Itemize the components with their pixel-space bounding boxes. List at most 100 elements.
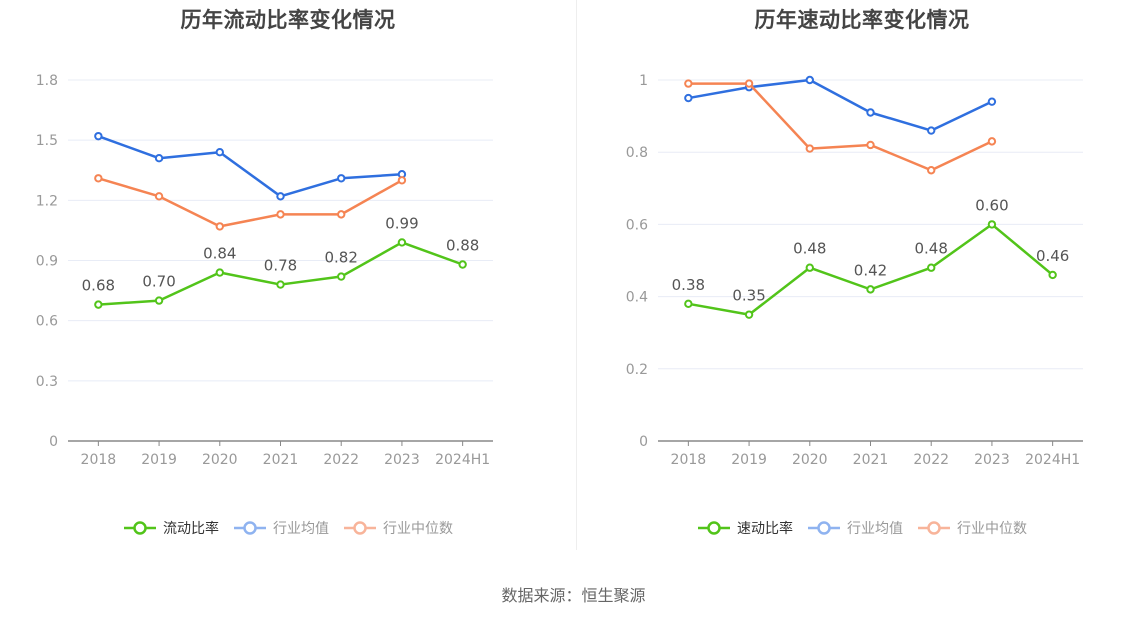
data-point-main xyxy=(276,280,285,289)
x-tick-label: 2022 xyxy=(323,452,359,468)
data-point-median xyxy=(154,192,164,201)
x-tick-label: 2024H1 xyxy=(1025,452,1080,468)
x-tick-label: 2020 xyxy=(792,452,828,468)
series-line-avg xyxy=(688,78,993,132)
y-tick-label: 0 xyxy=(639,434,648,450)
quick-ratio-chart: 0 0.2 0.4 0.6 0.8 1 2018 2019 2020 2021 2022 2023 20… xyxy=(626,73,1083,468)
data-label: 0.60 xyxy=(975,196,1008,214)
x-tick-label: 2018 xyxy=(671,452,707,468)
data-point-avg xyxy=(805,75,814,85)
data-point-avg xyxy=(337,174,346,183)
y-tick-label: 0.6 xyxy=(626,217,648,233)
legend-line-circle-icon xyxy=(808,521,840,535)
data-point-avg xyxy=(927,126,936,135)
data-point-main xyxy=(744,310,754,319)
data-point-main xyxy=(805,263,814,272)
x-tick-label: 2019 xyxy=(141,452,177,468)
x-tick-label: 2021 xyxy=(263,452,299,468)
data-point-median xyxy=(987,137,997,146)
y-tick-label: 0.3 xyxy=(36,374,58,390)
data-point-avg xyxy=(154,154,164,163)
data-point-median xyxy=(805,144,814,153)
chart-legend: 速动比率 行业均值 行业中位数 xyxy=(577,518,1147,538)
y-tick-label: 1 xyxy=(639,73,648,89)
data-point-main xyxy=(154,296,164,305)
x-tick-label: 2022 xyxy=(913,452,949,468)
y-tick-label: 0.2 xyxy=(626,362,648,378)
legend-line-circle-icon xyxy=(234,521,266,535)
series-line-median xyxy=(98,177,403,228)
data-label: 0.42 xyxy=(854,261,887,279)
data-label: 0.38 xyxy=(672,276,705,294)
current-ratio-chart-panel: 历年流动比率变化情况 0 0.3 0.6 0.9 1.2 1.5 1.8 2018 2019 20… xyxy=(0,0,576,560)
data-label: 0.48 xyxy=(793,240,826,258)
legend-item-industry-average[interactable]: 行业均值 xyxy=(807,518,903,538)
data-point-median xyxy=(744,79,754,88)
quick-ratio-chart-panel: 历年速动比率变化情况 0 0.2 0.4 0.6 0.8 1 2018 2019 2020 202… xyxy=(577,0,1147,560)
data-point-main xyxy=(927,263,936,272)
legend-label: 速动比率 xyxy=(737,521,793,537)
y-tick-label: 1.8 xyxy=(36,73,58,89)
y-tick-label: 1.2 xyxy=(36,193,58,209)
data-point-median xyxy=(215,222,224,231)
legend-item-quick-ratio[interactable]: 速动比率 xyxy=(697,518,793,538)
legend-line-circle-icon xyxy=(918,521,950,535)
data-label: 0.82 xyxy=(325,249,358,267)
data-label: 0.78 xyxy=(264,257,297,275)
data-label: 0.70 xyxy=(142,273,175,291)
y-tick-label: 1.5 xyxy=(36,133,58,149)
legend-label: 行业均值 xyxy=(847,521,903,537)
data-label: 0.35 xyxy=(732,287,765,305)
data-label: 0.46 xyxy=(1036,247,1069,265)
legend-line-circle-icon xyxy=(344,521,376,535)
data-point-main xyxy=(458,260,467,269)
x-tick-label: 2023 xyxy=(974,452,1010,468)
data-source-note: 数据来源：恒生聚源 xyxy=(501,586,646,605)
data-label: 0.48 xyxy=(915,240,948,258)
legend-item-industry-median[interactable]: 行业中位数 xyxy=(917,518,1027,538)
legend-item-industry-average[interactable]: 行业均值 xyxy=(233,518,329,538)
data-label: 0.99 xyxy=(385,214,418,232)
data-point-avg xyxy=(94,131,103,141)
data-point-main xyxy=(94,300,103,309)
chart-title: 历年流动比率变化情况 xyxy=(180,8,396,32)
data-point-median xyxy=(337,210,346,219)
legend-line-circle-icon xyxy=(124,521,156,535)
data-point-main xyxy=(337,272,346,281)
data-point-main xyxy=(866,285,875,294)
x-tick-label: 2023 xyxy=(384,452,420,468)
y-tick-label: 0.8 xyxy=(626,145,648,161)
x-tick-label: 2020 xyxy=(202,452,238,468)
legend-item-current-ratio[interactable]: 流动比率 xyxy=(123,518,219,538)
data-point-median xyxy=(866,140,875,150)
x-tick-label: 2021 xyxy=(853,452,889,468)
data-point-main xyxy=(215,268,224,277)
data-point-avg xyxy=(866,108,875,117)
data-point-avg xyxy=(215,148,224,157)
series-line-avg xyxy=(97,134,403,198)
data-point-avg xyxy=(684,93,693,103)
chart-title: 历年速动比率变化情况 xyxy=(754,8,970,32)
x-tick-label: 2019 xyxy=(731,452,767,468)
legend-item-industry-median[interactable]: 行业中位数 xyxy=(343,518,453,538)
y-tick-label: 0.6 xyxy=(36,314,58,330)
legend-label: 流动比率 xyxy=(163,521,219,537)
panel-divider xyxy=(576,0,577,550)
legend-line-circle-icon xyxy=(698,521,730,535)
data-label: 0.68 xyxy=(82,277,115,295)
y-tick-label: 0.9 xyxy=(36,254,58,270)
y-tick-label: 0.4 xyxy=(626,290,648,306)
data-point-median xyxy=(94,174,103,183)
legend-label: 行业中位数 xyxy=(383,521,453,537)
data-point-median xyxy=(927,166,936,175)
data-point-main xyxy=(397,238,407,247)
data-point-avg xyxy=(276,192,285,201)
data-point-median xyxy=(684,79,693,88)
series-line-median xyxy=(688,82,993,172)
data-point-main xyxy=(1048,270,1057,280)
data-label: 0.88 xyxy=(446,237,479,255)
data-point-avg xyxy=(987,97,997,106)
chart-legend: 流动比率 行业均值 行业中位数 xyxy=(0,518,576,538)
data-point-main xyxy=(684,299,693,309)
data-point-median xyxy=(397,176,407,185)
